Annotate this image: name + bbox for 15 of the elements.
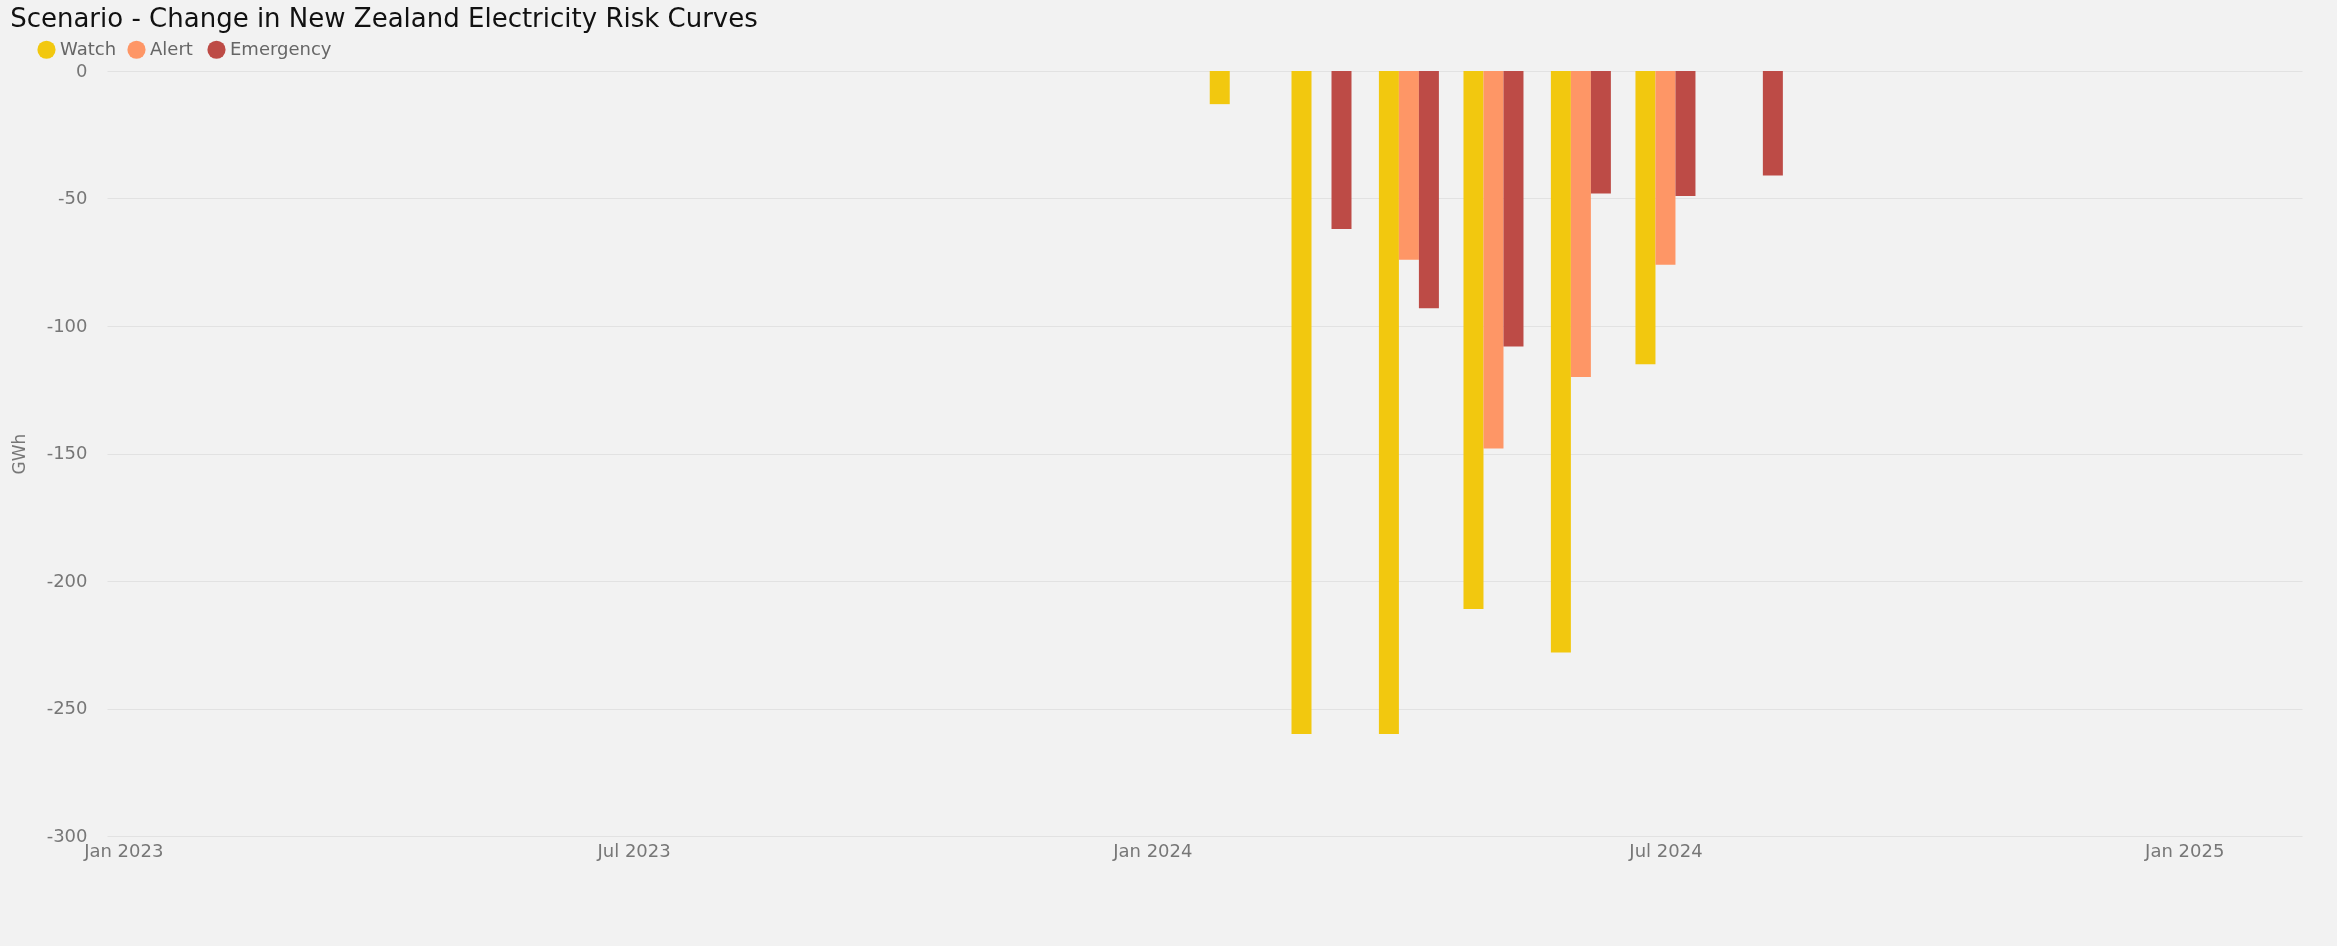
x-tick-label: Jan 2025 [2144,839,2225,861]
y-tick-label: -150 [46,442,88,463]
chart-title: Scenario - Change in New Zealand Electricity Risk Curves [10,3,758,33]
legend-label: Alert [150,37,193,59]
legend-label: Emergency [230,37,332,59]
legend-label: Watch [60,37,117,59]
x-tick-label: Jul 2023 [596,839,671,861]
y-tick-label: -50 [58,187,88,208]
y-tick-label: 0 [76,59,88,81]
y-tick-label: -250 [46,697,88,718]
x-tick-label: Jul 2024 [1628,839,1703,861]
y-axis-title: GWh [8,433,29,475]
x-tick-label: Jan 2024 [1112,839,1193,861]
y-tick-label: -100 [46,314,88,336]
y-tick-label: -200 [46,569,88,591]
